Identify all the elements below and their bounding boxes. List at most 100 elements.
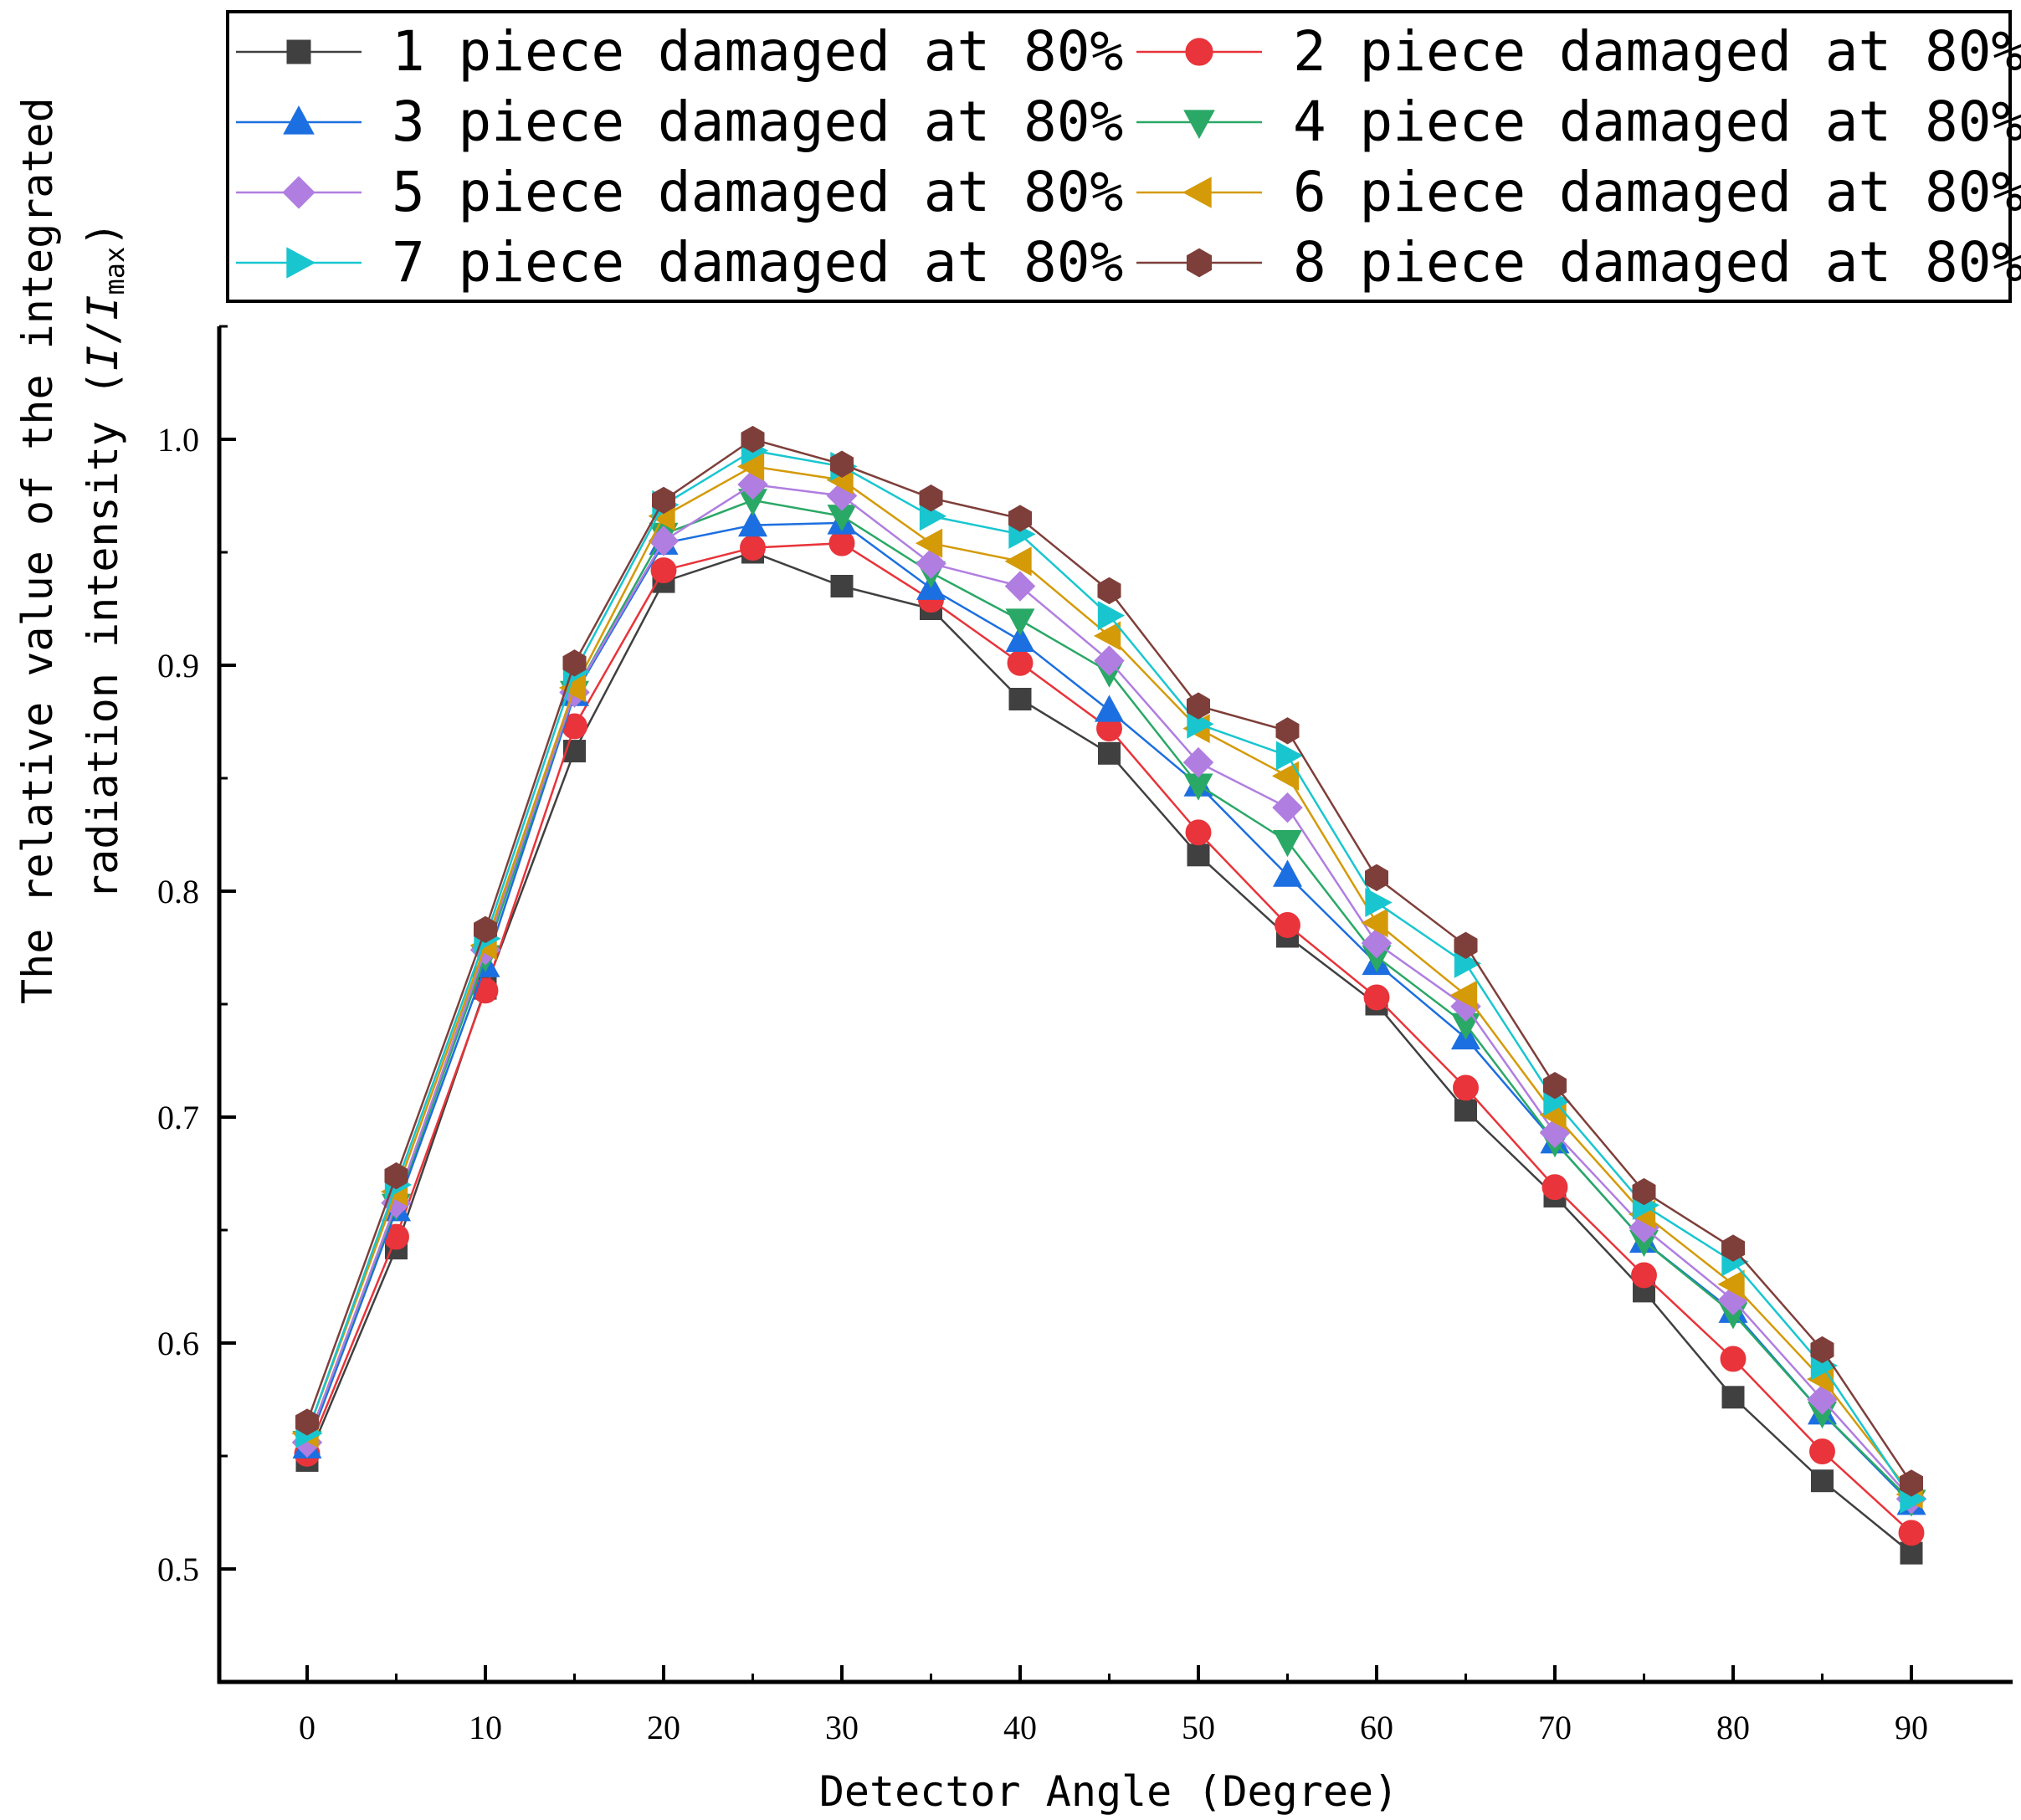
series-group <box>291 425 1927 1565</box>
y-tick-label: 0.5 <box>157 1551 199 1588</box>
data-point <box>1449 980 1478 1010</box>
data-point <box>1810 1336 1834 1364</box>
data-point <box>1185 819 1212 846</box>
data-point <box>1098 741 1121 765</box>
series-5 <box>291 469 1927 1515</box>
data-point <box>1005 608 1035 636</box>
data-point <box>1272 792 1303 823</box>
data-point <box>563 740 586 763</box>
legend-entries: 1 piece damaged at 80% 2 piece damaged at… <box>236 19 2021 295</box>
data-point <box>828 530 855 556</box>
data-point <box>1093 621 1121 651</box>
x-axis-title: Detector Angle (Degree) <box>819 1767 1398 1816</box>
data-point <box>1453 1074 1479 1101</box>
legend-entry: 7 piece damaged at 80% <box>236 230 1123 295</box>
data-point <box>1275 741 1304 771</box>
data-point <box>830 575 854 597</box>
x-ticks: 0 10 20 30 40 50 60 70 80 90 <box>299 1665 1928 1746</box>
data-point <box>829 450 854 478</box>
data-point <box>1272 859 1303 887</box>
legend-entry: 8 piece damaged at 80% <box>1136 230 2021 295</box>
data-point <box>650 557 677 584</box>
data-point <box>651 486 676 515</box>
legend-entry: 3 piece damaged at 80% <box>236 90 1123 154</box>
x-tick-label: 50 <box>1182 1709 1215 1746</box>
legend-label: 2 piece damaged at 80% <box>1293 19 2021 84</box>
legend-entry: 6 piece damaged at 80% <box>1136 160 2021 224</box>
data-point <box>1182 746 1214 778</box>
x-tick-label: 20 <box>647 1709 680 1746</box>
x-tick-label: 80 <box>1716 1709 1750 1746</box>
legend-marker <box>283 105 315 135</box>
x-tick-label: 10 <box>469 1709 502 1746</box>
ylabel-slash: / <box>79 320 127 346</box>
data-point <box>295 1408 320 1436</box>
y-axis-title-line1: The relative value of the integrated <box>13 97 62 1004</box>
y-tick-label: 0.6 <box>157 1325 199 1362</box>
legend: 1 piece damaged at 80% 2 piece damaged at… <box>226 10 2021 303</box>
data-point <box>1900 1541 1923 1565</box>
legend-entry: 1 piece damaged at 80% <box>236 19 1123 84</box>
legend-marker <box>1182 177 1212 208</box>
data-point <box>1005 624 1035 652</box>
ylabel-I: I <box>79 346 127 371</box>
data-point <box>1361 927 1393 959</box>
legend-label: 1 piece damaged at 80% <box>392 19 1123 84</box>
y-tick-label: 1.0 <box>157 421 199 459</box>
legend-label: 4 piece damaged at 80% <box>1293 90 2021 154</box>
data-point <box>1542 1072 1567 1100</box>
data-point <box>562 649 587 677</box>
data-point <box>919 484 943 512</box>
data-point <box>1721 1234 1746 1262</box>
legend-marker <box>1186 248 1213 278</box>
data-point <box>1899 1469 1924 1497</box>
data-point <box>473 915 498 944</box>
series-1 <box>295 541 1923 1565</box>
legend-label: 7 piece damaged at 80% <box>392 230 1123 295</box>
legend-entry: 5 piece damaged at 80% <box>236 160 1123 224</box>
data-point <box>1097 577 1121 605</box>
y-axis-title: The relative value of the integrated <box>13 97 62 1004</box>
legend-marker <box>1183 110 1215 139</box>
data-point <box>1187 843 1210 867</box>
data-point <box>916 548 946 579</box>
data-point <box>1365 887 1393 918</box>
ylabel-suffix: ) <box>79 222 127 247</box>
data-point <box>1632 1177 1656 1206</box>
series-8 <box>295 425 1924 1497</box>
y-tick-label: 0.9 <box>157 647 199 684</box>
data-point <box>1363 984 1390 1011</box>
legend-marker <box>286 247 315 279</box>
data-point <box>1809 1438 1835 1465</box>
data-point <box>1008 505 1033 532</box>
y-tick-label: 0.8 <box>157 873 199 910</box>
data-point <box>1186 692 1211 720</box>
x-tick-label: 40 <box>1003 1709 1037 1746</box>
data-point <box>1364 864 1389 891</box>
ylabel-max-sub: max <box>99 247 131 295</box>
data-point <box>1004 571 1036 602</box>
y-axis-title-line2: radiation intensity (I/Imax) <box>79 222 131 900</box>
data-point <box>740 535 766 561</box>
axes: 0 10 20 30 40 50 60 70 80 90 0.5 0.6 0.7 0.8 0.9 1.0 <box>157 325 2013 1746</box>
data-point <box>1721 1386 1745 1409</box>
legend-frame <box>226 10 2012 303</box>
x-tick-label: 30 <box>825 1709 859 1746</box>
y-axis-title-2: radiation intensity (I/Imax) <box>79 222 131 900</box>
data-point <box>1008 688 1032 710</box>
data-point <box>384 1162 408 1190</box>
data-point <box>1272 829 1303 858</box>
legend-label: 6 piece damaged at 80% <box>1293 160 2021 224</box>
data-point <box>1271 761 1300 791</box>
y-ticks: 0.5 0.6 0.7 0.8 0.9 1.0 <box>157 325 236 1588</box>
ylabel-prefix: radiation intensity ( <box>79 371 127 900</box>
data-point <box>1361 908 1388 938</box>
data-point <box>915 528 943 558</box>
data-point <box>1094 695 1125 722</box>
x-tick-label: 60 <box>1360 1709 1393 1746</box>
x-tick-label: 90 <box>1895 1709 1928 1746</box>
data-point <box>1097 601 1126 631</box>
series-line <box>305 541 1912 1534</box>
legend-marker <box>282 176 315 209</box>
